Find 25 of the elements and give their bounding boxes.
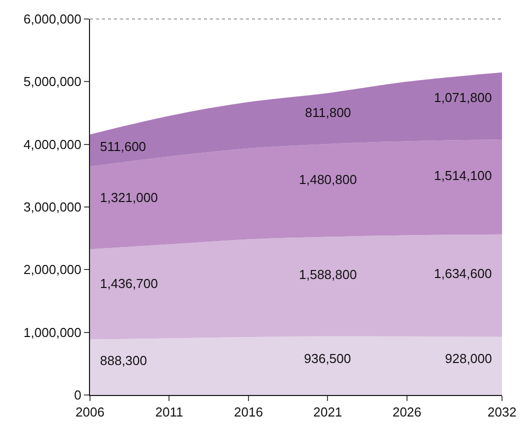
data-label: 1,480,800 — [299, 172, 357, 187]
data-label: 1,588,800 — [299, 267, 357, 282]
y-tick-label: 0 — [74, 388, 82, 403]
data-label: 1,071,800 — [434, 90, 492, 105]
x-tick-label: 2006 — [76, 404, 104, 420]
data-label: 511,600 — [100, 139, 146, 154]
y-tick-label: 6,000,000 — [24, 12, 82, 27]
y-tick-label: 5,000,000 — [24, 74, 82, 90]
y-tick-label: 4,000,000 — [24, 136, 82, 152]
data-label: 1,321,000 — [100, 190, 158, 205]
data-label: 1,514,100 — [434, 168, 492, 183]
data-label: 811,800 — [305, 105, 352, 120]
y-tick-label: 3,000,000 — [24, 200, 82, 215]
data-label: 1,436,700 — [100, 276, 158, 291]
data-label: 936,500 — [304, 351, 351, 366]
x-tick-label: 2032 — [488, 404, 516, 420]
x-tick-label: 2021 — [313, 404, 342, 420]
data-label: 1,634,600 — [434, 266, 492, 281]
y-tick-label: 1,000,000 — [24, 324, 82, 340]
x-tick-label: 2026 — [392, 404, 422, 420]
x-tick-label: 2011 — [155, 404, 184, 420]
y-tick-label: 2,000,000 — [24, 262, 82, 278]
data-label: 928,000 — [445, 351, 492, 366]
data-label: 888,300 — [100, 353, 147, 368]
x-tick-label: 2016 — [234, 404, 263, 420]
